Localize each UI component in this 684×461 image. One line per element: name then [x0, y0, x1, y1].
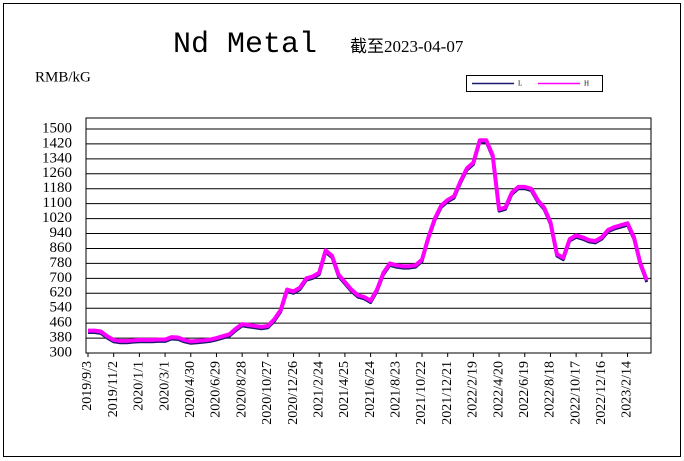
x-tick-label: 2022/8/18: [543, 361, 558, 418]
y-axis-label: RMB/kG: [35, 69, 91, 85]
x-tick-label: 2021/12/21: [440, 361, 455, 425]
x-tick-label: 2020/8/28: [234, 361, 249, 418]
x-tick-label: 2020/1/1: [132, 361, 147, 411]
y-tick-label: 780: [50, 255, 73, 271]
line-series: [88, 138, 649, 344]
y-tick-label: 700: [50, 270, 73, 286]
x-tick-label: 2021/2/24: [311, 361, 326, 418]
y-tick-label: 1180: [43, 180, 72, 196]
x-tick-label: 2020/3/1: [157, 361, 172, 411]
legend: [466, 75, 603, 92]
y-tick-label: 460: [50, 315, 73, 331]
x-tick-label: 2022/4/20: [491, 361, 506, 418]
x-tick-label: 2022/6/19: [517, 361, 532, 418]
x-tick-label: 2021/4/25: [337, 361, 352, 418]
y-tick-label: 860: [50, 240, 73, 256]
x-tick-label: 2019/11/2: [106, 361, 121, 417]
legend-label: L: [518, 80, 522, 88]
x-tick-label: 2020/12/26: [286, 361, 301, 425]
x-tick-label: 2020/4/30: [183, 361, 198, 418]
x-tick-label: 2021/6/24: [363, 361, 378, 418]
y-tick-label: 620: [50, 285, 73, 301]
x-tick-label: 2021/8/23: [389, 361, 404, 418]
chart-subtitle: 截至2023-04-07: [350, 37, 464, 56]
x-tick-label: 2021/10/22: [414, 361, 429, 425]
x-tick-label: 2020/6/29: [209, 361, 224, 418]
y-tick-label: 300: [50, 344, 73, 360]
legend-label: H: [584, 80, 589, 88]
plot-area: [85, 117, 652, 354]
y-tick-label: 1020: [42, 210, 72, 226]
x-tick-label: 2019/9/3: [80, 361, 95, 411]
x-tick-label: 2022/10/17: [568, 361, 583, 425]
y-tick-label: 1420: [42, 135, 72, 151]
y-tick-label: 380: [50, 330, 73, 346]
x-tick-label: 2022/12/16: [594, 361, 609, 425]
x-tick-label: 2023/2/14: [620, 361, 635, 418]
y-tick-label: 1100: [43, 195, 72, 211]
y-tick-label: 1340: [42, 150, 72, 166]
x-tick-label: 2022/2/19: [466, 361, 481, 418]
x-tick-label: 2020/10/27: [260, 361, 275, 425]
y-tick-label: 540: [50, 300, 73, 316]
y-tick-label: 1260: [42, 165, 72, 181]
y-tick-label: 1500: [42, 120, 72, 136]
y-tick-label: 940: [50, 225, 73, 241]
chart-title: Nd Metal: [173, 28, 317, 62]
